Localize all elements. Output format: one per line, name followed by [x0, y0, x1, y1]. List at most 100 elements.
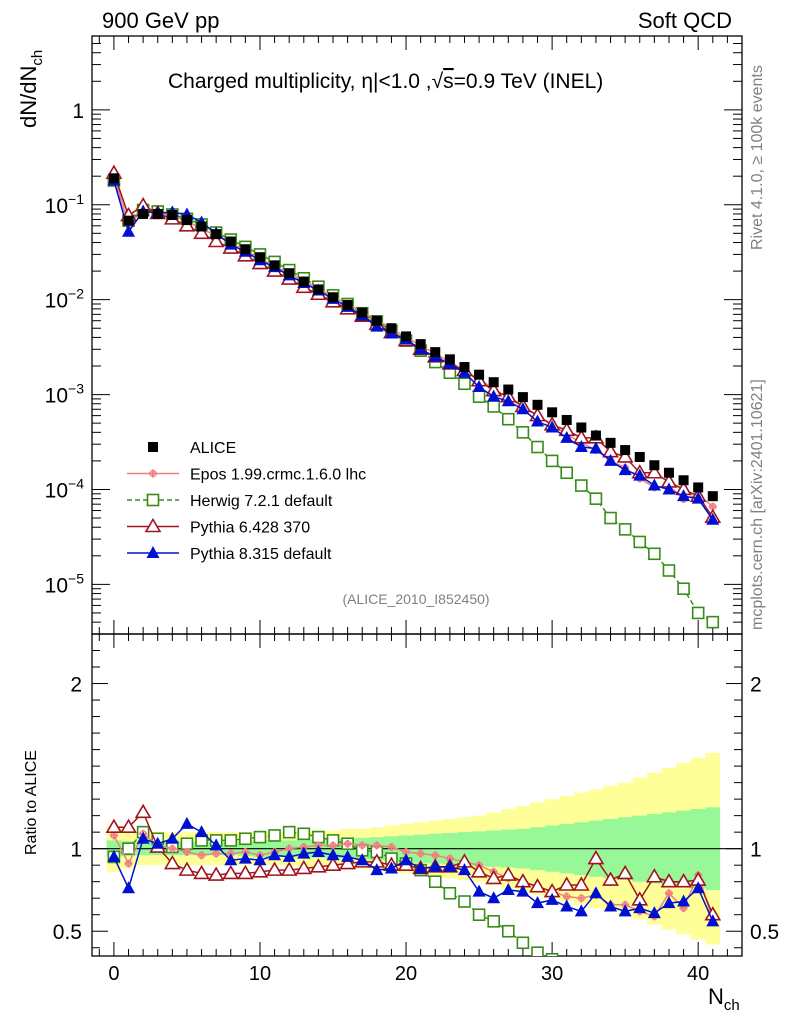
ratio-point-pythia6	[660, 873, 678, 888]
ratio-point-pythia8	[618, 904, 632, 917]
ratio-point-pythia6	[602, 871, 619, 886]
legend-marker-epos-ring	[149, 469, 157, 478]
xlabel-sub: ch	[724, 997, 740, 1014]
y-tick-exponent: −2	[68, 286, 84, 302]
ratio-point-pythia6	[266, 861, 283, 876]
main-point-pythia6	[616, 448, 634, 463]
title-mid: |<1.0 ,	[373, 70, 432, 93]
main-point-alice	[693, 482, 704, 493]
main-point-herwig	[677, 582, 690, 596]
main-point-herwig	[706, 615, 720, 629]
ratio-point-pythia8	[268, 848, 282, 861]
y-tick-label: 10−2	[45, 286, 85, 313]
ratio-point-herwig	[663, 992, 674, 1003]
ratio-point-pythia8	[706, 914, 720, 927]
ratio-plot: 0 10 20 30 40 0.5 0.5 1 1 2 2	[53, 633, 779, 1003]
ratio-point-pythia8	[633, 901, 647, 914]
ratio-point-herwig	[443, 886, 457, 900]
y-tick-exponent: −1	[68, 191, 84, 207]
ratio-point-pythia8	[370, 863, 384, 876]
ratio-point-pythia6	[120, 818, 137, 833]
main-point-herwig	[648, 547, 661, 561]
chart-title: Charged multiplicity, η|<1.0 ,√s=0.9 TeV…	[168, 70, 603, 93]
x-tick-label: 40	[687, 963, 709, 985]
ratio-point-herwig	[576, 967, 587, 978]
main-point-alice	[371, 315, 382, 326]
ratio-point-pythia6	[236, 864, 254, 880]
ratio-point-pythia8	[399, 853, 413, 866]
ratio-point-pythia6	[178, 861, 196, 876]
ratio-point-pythia6	[193, 864, 210, 880]
main-point-pythia8	[487, 389, 501, 402]
main-point-alice	[459, 362, 470, 373]
y-tick-base: 10	[45, 479, 68, 502]
ratio-point-epos-ring	[197, 851, 206, 859]
ratio-point-pythia8	[531, 896, 545, 909]
ratio-point-pythia6	[295, 859, 313, 875]
legend-item-pythia8: Pythia 8.315 default	[127, 546, 332, 563]
ratio-y-tick-label: 1	[70, 839, 82, 862]
main-point-alice	[196, 221, 207, 232]
main-point-pythia8	[706, 512, 720, 525]
y-tick-exponent: −4	[68, 475, 84, 491]
ratio-point-pythia6	[222, 864, 240, 880]
ratio-point-pythia8	[443, 859, 457, 872]
legend-marker-pythia6	[144, 517, 162, 533]
ratio-point-herwig	[487, 915, 500, 928]
main-point-pythia8	[545, 420, 559, 433]
legend-label-pythia8: Pythia 8.315 default	[190, 546, 332, 563]
ratio-point-pythia8	[311, 844, 325, 857]
main-point-herwig	[662, 564, 676, 577]
main-point-alice	[503, 384, 514, 395]
title-eta: η	[361, 70, 373, 93]
ratio-point-pythia6	[470, 863, 488, 878]
ratio-series-pythia6	[105, 803, 722, 921]
main-point-herwig	[691, 606, 705, 620]
ratio-point-pythia8	[428, 859, 442, 872]
main-point-pythia8	[691, 491, 705, 504]
ratio-point-pythia8	[151, 836, 165, 849]
main-point-pythia8	[662, 482, 676, 495]
ratio-y-axis-label: Ratio to ALICE	[23, 750, 40, 855]
ratio-point-pythia8	[107, 849, 121, 862]
ratio-point-pythia6	[485, 869, 503, 885]
y-tick-base: 10	[45, 195, 68, 218]
ratio-point-pythia8	[574, 904, 588, 917]
ratio-point-herwig	[312, 830, 325, 844]
ratio-point-herwig	[634, 987, 645, 998]
main-point-herwig	[472, 390, 486, 403]
y-tick-label: 1	[72, 100, 84, 123]
legend-label-pythia6: Pythia 6.428 370	[190, 520, 310, 537]
main-point-pythia8	[677, 489, 691, 502]
ratio-point-pythia8	[545, 892, 559, 905]
main-point-alice	[357, 307, 368, 318]
main-point-alice	[634, 451, 645, 462]
ratio-frame	[91, 633, 743, 957]
ratio-point-pythia6	[163, 854, 181, 870]
main-point-pythia8	[472, 380, 486, 393]
main-point-pythia8	[618, 463, 632, 476]
main-point-herwig	[575, 479, 588, 492]
main-point-alice	[328, 292, 339, 303]
ratio-point-pythia8	[165, 831, 179, 844]
ratio-point-pythia6	[529, 878, 546, 893]
ratio-point-herwig	[605, 980, 616, 991]
ratio-point-herwig	[531, 946, 544, 956]
main-point-pythia8	[122, 224, 136, 237]
legend-label-herwig: Herwig 7.2.1 default	[190, 493, 333, 510]
ratio-point-pythia8	[560, 899, 574, 912]
legend-item-herwig: Herwig 7.2.1 default	[127, 493, 333, 510]
x-axis-label: Nch	[708, 984, 740, 1014]
y-tick-label: 10−3	[45, 381, 85, 408]
main-point-alice	[240, 244, 251, 255]
ratio-point-pythia6	[339, 854, 357, 870]
ratio-point-herwig	[516, 936, 530, 950]
ratio-point-herwig	[458, 895, 471, 908]
main-point-alice	[181, 215, 192, 226]
main-point-alice	[313, 284, 324, 295]
y-tick-base: 10	[45, 290, 68, 313]
ratio-point-pythia8	[647, 906, 661, 919]
ratio-point-pythia8	[487, 891, 501, 904]
ratio-point-epos-ring	[168, 845, 176, 853]
